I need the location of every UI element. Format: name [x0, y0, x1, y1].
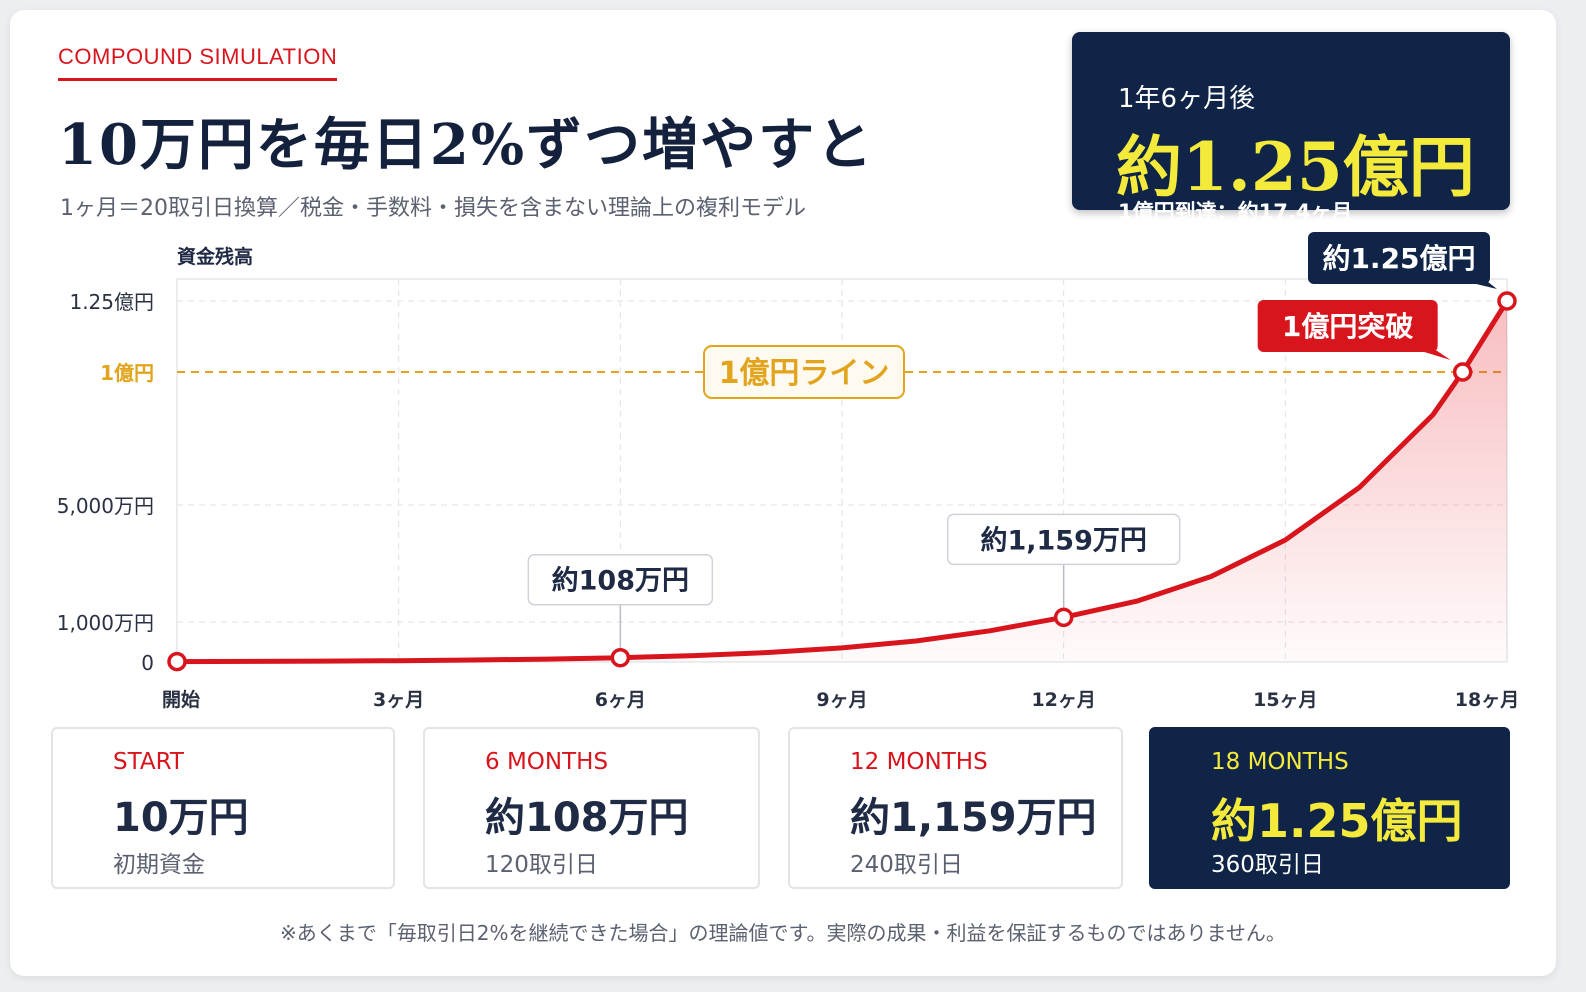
- stat-card-12-months: 12 MONTHS 約1,159万円 240取引日: [788, 727, 1123, 889]
- stat-card-6-months: 6 MONTHS 約108万円 120取引日: [423, 727, 760, 889]
- x-tick-label: 3ヶ月: [373, 689, 424, 711]
- annotation-box: [1257, 300, 1438, 352]
- annotation-group: 1億円突破: [1257, 300, 1473, 382]
- stat-sub: 360取引日: [1211, 852, 1324, 878]
- x-tick-label: 開始: [162, 688, 200, 711]
- stat-sub: 120取引日: [485, 852, 598, 878]
- annotation-group: 約108万円: [527, 553, 714, 668]
- stat-value: 約1,159万円: [850, 795, 1097, 841]
- page-subtitle: 1ヶ月＝20取引日換算／税金・手数料・損失を含まない理論上の複利モデル: [60, 196, 806, 221]
- stat-sub: 240取引日: [850, 852, 963, 878]
- annotation-pointer: [1417, 350, 1451, 360]
- result-value: 約1.25億円: [1116, 128, 1475, 206]
- x-tick-label: 12ヶ月: [1031, 689, 1095, 711]
- annotation-label: 約1.25億円: [1322, 242, 1475, 275]
- page-title: 10万円を毎日2%ずつ増やすと: [58, 112, 875, 178]
- annotation-group: 約1,159万円: [946, 513, 1181, 628]
- stat-card-18-months: 18 MONTHS 約1.25億円 360取引日: [1149, 727, 1510, 889]
- x-tick-label: 15ヶ月: [1253, 689, 1317, 711]
- data-point-marker: [1053, 607, 1074, 628]
- stat-label: 6 MONTHS: [485, 749, 609, 775]
- annotation-box: [946, 513, 1181, 566]
- x-tick-label: 6ヶ月: [595, 689, 646, 711]
- stat-card-start: START 10万円 初期資金: [51, 727, 395, 889]
- y-tick-label: 1.25億円: [69, 290, 154, 314]
- reference-line-label-box: [703, 345, 905, 399]
- result-label: 1年6ヶ月後: [1118, 84, 1256, 114]
- growth-area: [177, 301, 1507, 662]
- annotation-group: 約1.25億円: [1308, 232, 1517, 311]
- disclaimer-footnote: ※あくまで「毎取引日2%を継続できた場合」の理論値です。実際の成果・利益を保証す…: [280, 921, 1286, 945]
- reference-line-label: 1億円ライン: [719, 356, 890, 391]
- data-point-marker: [1497, 291, 1517, 311]
- y-tick-label: 5,000万円: [57, 494, 154, 518]
- growth-line: [174, 298, 1510, 665]
- stat-label: 18 MONTHS: [1211, 749, 1349, 775]
- stat-label: START: [113, 749, 184, 775]
- annotation-box: [1308, 232, 1490, 284]
- data-point-start: [167, 651, 187, 672]
- result-note: 1億円到達：約17.4ヶ月: [1118, 200, 1353, 224]
- data-point-marker: [610, 647, 631, 668]
- y-tick-label: 1億円: [100, 361, 154, 385]
- annotation-label: 1億円突破: [1282, 310, 1413, 343]
- stat-value: 10万円: [113, 795, 249, 841]
- y-axis-title: 資金残高: [177, 245, 253, 268]
- annotation-box: [527, 553, 714, 606]
- eyebrow-label: COMPOUND SIMULATION: [58, 44, 338, 81]
- stat-label: 12 MONTHS: [850, 749, 988, 775]
- result-summary: 1年6ヶ月後 約1.25億円 1億円到達：約17.4ヶ月: [1072, 32, 1510, 224]
- x-tick-label: 18ヶ月: [1455, 689, 1519, 711]
- annotation-label: 約108万円: [552, 565, 689, 597]
- annotation-label: 約1,159万円: [980, 524, 1146, 556]
- y-tick-label: 0: [141, 651, 154, 675]
- stat-value: 約108万円: [485, 795, 689, 841]
- stat-value: 約1.25億円: [1211, 794, 1463, 848]
- x-tick-label: 9ヶ月: [816, 689, 867, 711]
- data-point-marker: [1452, 362, 1473, 382]
- stat-sub: 初期資金: [113, 852, 205, 878]
- y-tick-label: 1,000万円: [57, 611, 154, 635]
